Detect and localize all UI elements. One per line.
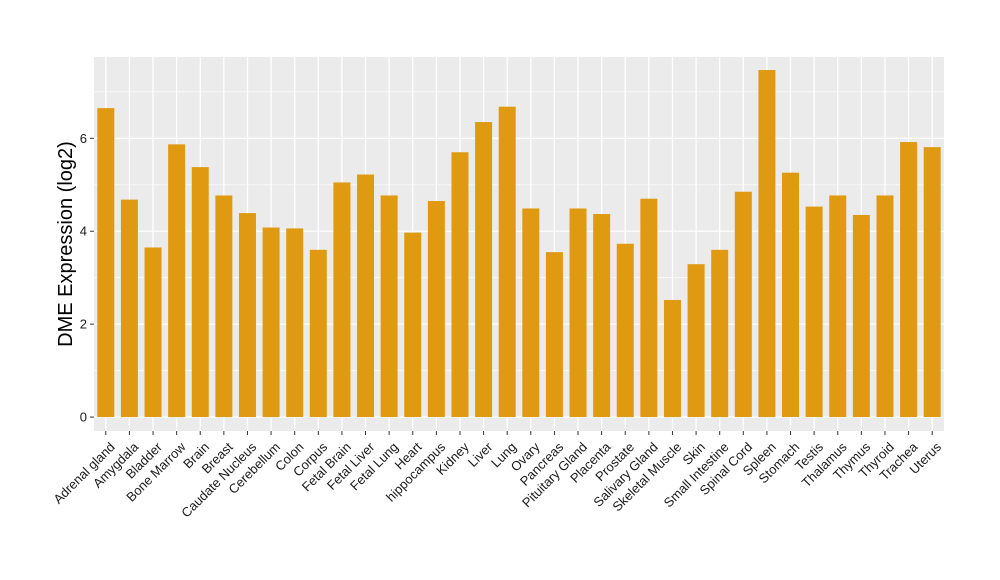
bar (451, 152, 469, 418)
y-tick-label: 2 (80, 317, 87, 332)
bar (522, 208, 540, 418)
bar (498, 106, 516, 418)
bar (852, 214, 870, 418)
bar (616, 243, 634, 418)
bar (876, 195, 894, 418)
bars (97, 70, 941, 418)
bar (782, 172, 800, 418)
bar (687, 264, 705, 418)
bar (191, 167, 209, 418)
y-tick-label: 4 (80, 224, 87, 239)
bar (923, 147, 941, 418)
bar (309, 249, 327, 418)
bar (711, 249, 729, 418)
bar (262, 227, 280, 418)
bar (593, 214, 611, 418)
bar (640, 198, 658, 418)
bar (215, 195, 233, 418)
bar (404, 232, 422, 418)
bar (829, 195, 847, 418)
bar (168, 144, 186, 418)
bar (286, 228, 304, 418)
bar (734, 191, 752, 418)
x-tick-label: Liver (465, 439, 496, 470)
bar (545, 252, 563, 418)
bar (475, 122, 493, 418)
bar (380, 195, 398, 418)
bar (97, 108, 115, 418)
bar (238, 213, 256, 418)
bar (120, 199, 138, 418)
bar (663, 299, 681, 418)
bar (144, 247, 162, 418)
bar (333, 182, 351, 418)
bar (569, 208, 587, 418)
y-axis-title: DME Expression (log2) (55, 141, 77, 347)
bar (357, 174, 375, 418)
y-tick-label: 0 (80, 410, 87, 425)
plot-panel (94, 57, 944, 431)
bar (900, 142, 918, 418)
bar (427, 201, 445, 418)
y-axis: 0 2 4 6 (80, 131, 94, 425)
y-tick-label: 6 (80, 131, 87, 146)
bar (805, 206, 823, 418)
bar (758, 70, 776, 418)
